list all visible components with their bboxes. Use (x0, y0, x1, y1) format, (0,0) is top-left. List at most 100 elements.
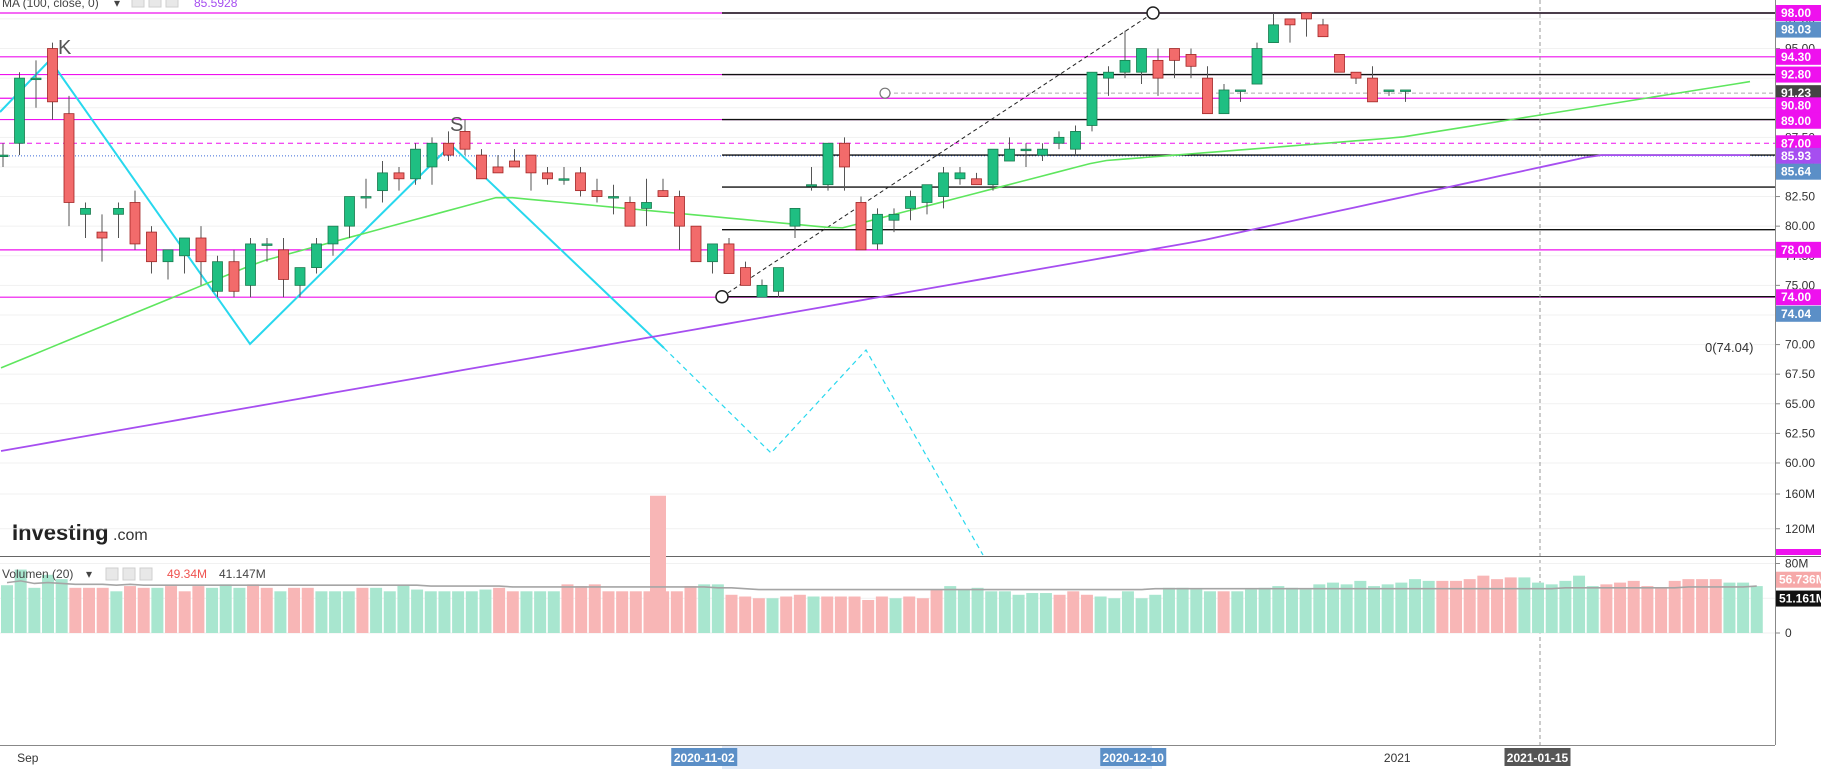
investing-logo: Investing .com (12, 520, 148, 545)
volume-bar (971, 587, 984, 633)
volume-bar (930, 589, 943, 633)
price-tag-label: 91.23 (1781, 86, 1811, 100)
volume-bar (342, 591, 355, 633)
volume-bar (1149, 594, 1162, 633)
fibonacci-anchor-start[interactable] (715, 289, 729, 304)
price-tick-label: 60.00 (1785, 456, 1815, 470)
time-label: Sep (17, 751, 39, 765)
gear-icon[interactable] (148, 0, 162, 8)
volume-bar (1012, 594, 1025, 633)
volume-bar (178, 591, 191, 633)
volume-bar (1217, 591, 1230, 633)
volume-bar (165, 586, 178, 633)
volume-bar (588, 584, 601, 633)
fibonacci-anchor-end[interactable] (1146, 6, 1160, 20)
volume-bar (1067, 591, 1080, 633)
candle-down (47, 48, 58, 103)
candle-down (657, 190, 669, 197)
candle-up (261, 243, 273, 246)
candle-down (1367, 77, 1378, 103)
time-tag-label: 2021-01-15 (1507, 751, 1569, 765)
candle-up (30, 77, 42, 81)
volume-bar (411, 589, 424, 633)
pattern-label-k: K (58, 37, 72, 59)
candle-down (971, 178, 982, 186)
volume-bar (752, 598, 765, 633)
candle-up (327, 225, 339, 245)
volume-bar (684, 586, 697, 633)
volume-bar (1586, 586, 1599, 633)
volume-tag (1776, 571, 1821, 588)
volume-eye-icon[interactable] (105, 567, 119, 581)
volume-bar (1381, 584, 1394, 633)
time-tag (1504, 748, 1571, 766)
volume-bar (233, 587, 246, 633)
volume-bar (807, 596, 820, 633)
price-tick-label: 75.00 (1785, 278, 1815, 292)
volume-gear-icon[interactable] (122, 567, 136, 581)
volume-bar (957, 589, 970, 633)
candle-up (80, 207, 91, 215)
volume-chevron-down-icon[interactable]: ▾ (86, 567, 92, 581)
time-tag (671, 748, 738, 766)
volume-close-icon[interactable] (139, 567, 153, 581)
volume-tick-label: 120M (1785, 522, 1815, 536)
candle-down (1169, 48, 1180, 61)
candle-up (1251, 48, 1263, 85)
ma-header: MA (100, close, 0) ▾ 85.5928 (2, 0, 238, 10)
close-icon[interactable] (165, 0, 179, 8)
eye-icon[interactable] (131, 0, 145, 8)
volume-bar (561, 584, 574, 633)
candle-up (938, 172, 949, 197)
time-axis[interactable]: Sep 2020-11-02 2020-12-10 2021 2021-01-15 (0, 745, 1775, 769)
price-pane[interactable] (0, 0, 1775, 745)
volume-bar (1258, 587, 1271, 633)
volume-tick-label: 0 (1785, 626, 1792, 640)
volume-bar (698, 584, 711, 633)
volume-ma-line (6, 580, 1757, 591)
candle-down (63, 113, 75, 203)
volume-bar (821, 596, 834, 633)
candlesticks (0, 12, 1411, 298)
volume-bar (1641, 586, 1654, 633)
price-tick-label: 62.50 (1785, 426, 1815, 440)
candle-down (1202, 77, 1213, 115)
projected-pattern-line[interactable] (663, 347, 984, 556)
volume-bar (247, 584, 260, 633)
candle-up (426, 142, 438, 168)
volume-bar (1080, 594, 1093, 633)
candle-up (1020, 148, 1032, 152)
volume-pane[interactable] (0, 493, 1775, 634)
candle-down (591, 190, 603, 197)
zigzag-pattern-line[interactable] (0, 58, 665, 349)
volume-bar (1135, 598, 1148, 633)
volume-bar (69, 587, 82, 633)
volume-bar (1614, 582, 1627, 633)
volume-bar (889, 598, 902, 633)
volume-bar (137, 587, 150, 633)
price-tag-label: 98.00 (1781, 6, 1811, 20)
fibonacci-trend-line[interactable] (721, 12, 1154, 298)
candle-down (459, 131, 471, 150)
volume-indicator-label: Volumen (20) (2, 567, 73, 581)
volume-bar (42, 574, 55, 633)
volume-tick-label: 80M (1785, 557, 1808, 571)
volume-bar (1477, 575, 1490, 633)
midpoint-anchor[interactable] (879, 87, 891, 99)
candle-up (0, 154, 9, 158)
volume-bar (1121, 591, 1134, 633)
volume-bar (452, 591, 465, 633)
volume-bar (602, 591, 615, 633)
candle-up (113, 207, 124, 215)
volume-bar (1409, 579, 1422, 633)
candle-up (1268, 24, 1279, 44)
candle-up (377, 172, 388, 192)
candle-up (822, 142, 834, 186)
volume-bar (739, 596, 752, 633)
chevron-down-icon[interactable]: ▾ (114, 0, 120, 10)
price-axis[interactable]: 60.0062.5065.0067.5070.0072.5075.0077.50… (1775, 0, 1821, 745)
price-tag-label: 87.00 (1781, 136, 1811, 150)
candle-up (1235, 89, 1246, 92)
